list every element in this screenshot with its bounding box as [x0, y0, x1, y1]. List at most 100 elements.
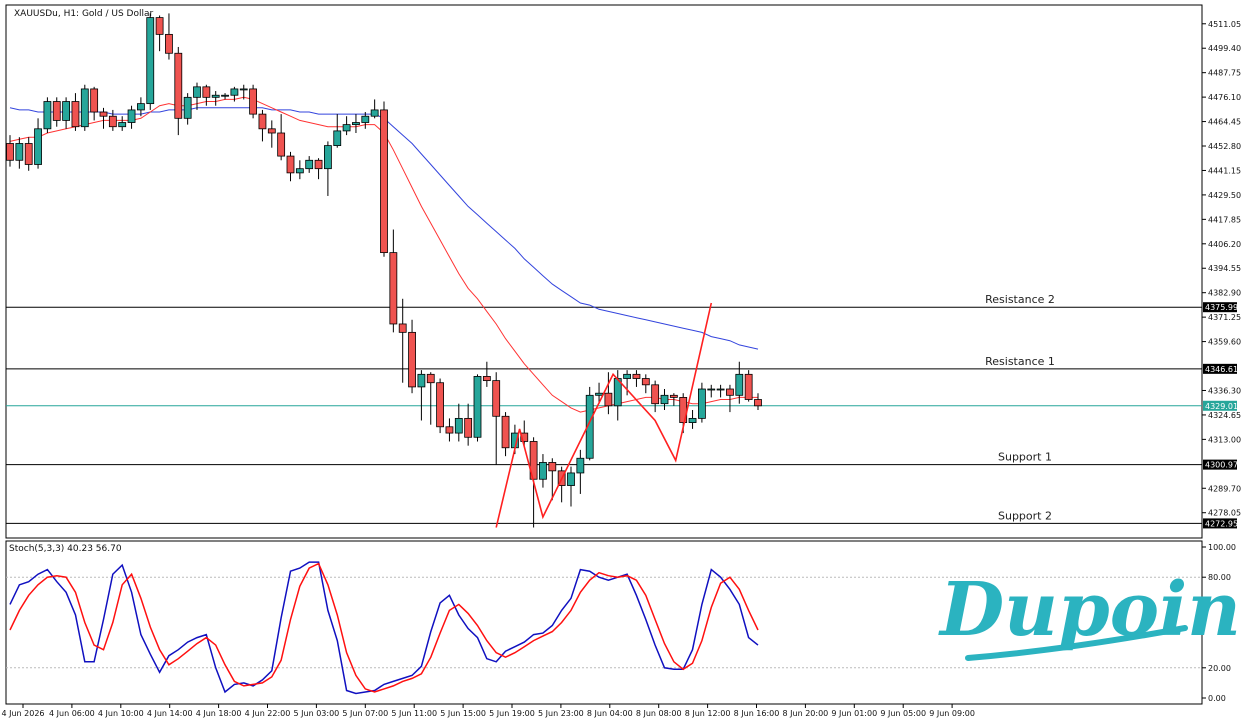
candle[interactable]: [623, 370, 631, 396]
candle[interactable]: [688, 409, 697, 429]
candle-body: [24, 143, 33, 165]
candle-body: [688, 417, 697, 423]
candle[interactable]: [352, 114, 360, 134]
candle[interactable]: [726, 384, 734, 413]
candle[interactable]: [389, 229, 398, 333]
candle-body: [239, 88, 248, 91]
candle[interactable]: [492, 372, 501, 465]
candle[interactable]: [211, 91, 220, 106]
candle[interactable]: [258, 109, 267, 142]
y-tick-label: 4289.70: [1208, 484, 1241, 493]
y-tick-label: 4429.50: [1208, 191, 1241, 200]
candle[interactable]: [482, 361, 491, 387]
candle-body: [426, 373, 435, 384]
candle[interactable]: [239, 84, 248, 100]
candle[interactable]: [501, 412, 510, 457]
candle[interactable]: [735, 361, 744, 404]
candle[interactable]: [370, 99, 379, 119]
candle[interactable]: [52, 97, 61, 127]
stochastic-panel-frame: [5, 540, 1203, 705]
candle[interactable]: [426, 372, 435, 425]
candle[interactable]: [90, 86, 99, 121]
candle[interactable]: [754, 393, 762, 410]
candle[interactable]: [408, 319, 416, 394]
candle[interactable]: [15, 137, 24, 169]
candle[interactable]: [193, 82, 201, 110]
candle[interactable]: [34, 118, 42, 169]
candle[interactable]: [651, 380, 660, 413]
candle[interactable]: [595, 382, 603, 404]
candle[interactable]: [660, 389, 669, 410]
candle[interactable]: [155, 15, 164, 52]
candle[interactable]: [183, 93, 192, 125]
candle[interactable]: [576, 449, 585, 494]
candle[interactable]: [342, 116, 351, 136]
candle[interactable]: [698, 382, 706, 423]
x-tick-label: 4 Jun 2026: [1, 709, 44, 718]
candle[interactable]: [520, 420, 529, 446]
y-tick-label: 4406.20: [1208, 240, 1241, 249]
candle[interactable]: [323, 141, 332, 196]
candle-body: [735, 373, 744, 396]
candle[interactable]: [632, 370, 641, 387]
candle[interactable]: [604, 372, 613, 415]
candle-body: [183, 96, 192, 119]
candle[interactable]: [314, 158, 323, 180]
candle[interactable]: [548, 458, 557, 501]
candle[interactable]: [71, 93, 80, 131]
candle[interactable]: [24, 137, 33, 171]
candle[interactable]: [539, 454, 547, 488]
candle[interactable]: [202, 84, 211, 106]
candle[interactable]: [118, 116, 127, 131]
candle[interactable]: [707, 384, 716, 398]
candle[interactable]: [641, 374, 650, 394]
candle[interactable]: [127, 105, 136, 129]
y-tick-label: 4382.90: [1208, 289, 1241, 298]
candle[interactable]: [436, 378, 445, 434]
candle[interactable]: [286, 151, 295, 182]
stoch-k-line: [9, 561, 759, 695]
candle[interactable]: [454, 403, 463, 442]
candle[interactable]: [417, 370, 426, 421]
candle[interactable]: [174, 46, 183, 136]
candle[interactable]: [333, 114, 342, 148]
x-tick-label: 4 Jun 06:00: [49, 709, 95, 718]
candle[interactable]: [99, 107, 108, 129]
candle[interactable]: [249, 84, 258, 119]
candle[interactable]: [716, 384, 725, 398]
x-tick-label: 5 Jun 07:00: [342, 709, 388, 718]
candle[interactable]: [445, 418, 454, 442]
candle[interactable]: [277, 114, 286, 161]
candle[interactable]: [136, 97, 145, 117]
candle[interactable]: [43, 97, 52, 134]
candle[interactable]: [165, 13, 173, 60]
candle[interactable]: [230, 86, 239, 102]
candle[interactable]: [669, 393, 678, 406]
candle[interactable]: [305, 156, 314, 173]
candle-body: [744, 373, 753, 400]
candle-body: [34, 128, 42, 165]
candle-body: [595, 392, 603, 396]
candle[interactable]: [6, 135, 14, 167]
candle[interactable]: [108, 109, 117, 131]
candle[interactable]: [473, 374, 482, 442]
candle-body: [99, 111, 108, 117]
candle[interactable]: [267, 120, 276, 148]
candle-body: [361, 115, 370, 123]
candle[interactable]: [80, 84, 89, 131]
candle[interactable]: [361, 112, 370, 129]
y-tick-label: 4452.80: [1208, 142, 1241, 151]
candle[interactable]: [146, 13, 155, 110]
candle[interactable]: [62, 97, 70, 129]
candle[interactable]: [380, 101, 388, 257]
candle[interactable]: [744, 370, 753, 402]
candle[interactable]: [464, 403, 473, 446]
candle[interactable]: [398, 298, 407, 383]
level-price: 4375.99: [1205, 303, 1238, 312]
candle[interactable]: [221, 93, 229, 100]
candle-body: [342, 124, 351, 132]
candle[interactable]: [295, 160, 304, 180]
candle-body: [417, 373, 426, 388]
candle[interactable]: [567, 466, 575, 507]
